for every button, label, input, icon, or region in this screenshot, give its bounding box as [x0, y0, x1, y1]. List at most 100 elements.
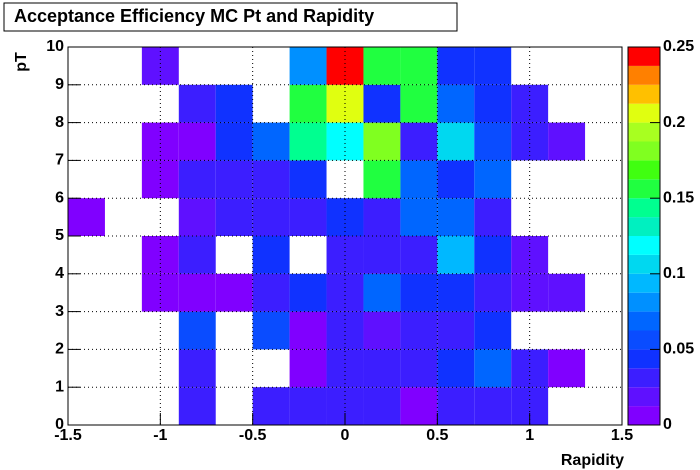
colorbar-band: [628, 47, 660, 66]
x-tick-label: 1.5: [611, 427, 633, 444]
heat-cell: [289, 198, 327, 236]
heat-cell: [252, 198, 290, 236]
colorbar-tick-label: 0.1: [663, 265, 685, 282]
heat-cell: [437, 236, 475, 274]
heat-cell: [289, 273, 327, 312]
y-tick-label: 2: [55, 341, 64, 358]
heat-cell: [437, 311, 475, 350]
heat-cell: [474, 349, 512, 388]
heat-cell: [437, 47, 475, 85]
heat-cell: [363, 198, 401, 236]
heat-cell: [437, 198, 475, 236]
heat-cell: [474, 273, 512, 312]
colorbar-band: [628, 65, 660, 85]
heat-cell: [252, 122, 290, 161]
colorbar-band: [628, 179, 660, 199]
heat-cell: [437, 122, 475, 161]
colorbar-tick-label: 0.2: [663, 114, 685, 131]
heat-cell: [326, 122, 364, 161]
title-box: [3, 2, 458, 32]
x-tick-label: -1: [153, 427, 167, 444]
heat-cell: [178, 84, 216, 123]
heat-cell: [400, 84, 438, 123]
heat-cell: [474, 311, 512, 350]
heat-cell: [437, 273, 475, 312]
y-tick-label: 6: [55, 189, 64, 206]
heat-cell: [141, 236, 179, 274]
heat-cell: [289, 47, 327, 85]
colorbar-band: [628, 330, 660, 350]
heat-cell: [474, 387, 512, 425]
heat-cell: [178, 160, 216, 199]
heat-cell: [400, 122, 438, 161]
colorbar-band: [628, 217, 660, 236]
x-tick-label: -1.5: [54, 427, 82, 444]
heat-cell: [363, 349, 401, 388]
heat-cell: [363, 84, 401, 123]
colorbar-frame: [627, 46, 661, 426]
heat-cell: [215, 84, 253, 123]
heat-cell: [141, 273, 179, 312]
heat-cell: [400, 198, 438, 236]
heat-cell: [548, 349, 586, 388]
y-axis-label: pT: [13, 52, 30, 72]
heat-cell: [215, 160, 253, 199]
heat-cell: [326, 198, 364, 236]
heat-cell: [400, 47, 438, 85]
heat-cell: [289, 311, 327, 350]
y-tick-label: 5: [55, 227, 64, 244]
heat-cell: [178, 273, 216, 312]
heat-cell: [474, 122, 512, 161]
heat-cell: [289, 84, 327, 123]
heat-cell: [400, 236, 438, 274]
heat-cell: [400, 349, 438, 388]
heat-cell: [363, 311, 401, 350]
y-tick-label: 10: [46, 38, 64, 55]
heat-cell: [289, 349, 327, 388]
colorbar-tick-label: 0.15: [663, 189, 694, 206]
heat-cell: [363, 47, 401, 85]
heat-cell: [326, 236, 364, 274]
y-tick-label: 8: [55, 114, 64, 131]
y-tick-label: 4: [55, 265, 64, 282]
heat-cell: [326, 273, 364, 312]
heat-cell: [474, 84, 512, 123]
heat-cell: [141, 47, 179, 85]
colorbar-band: [628, 406, 660, 425]
heat-cell: [363, 122, 401, 161]
heat-cell: [548, 122, 586, 161]
heat-cell: [400, 273, 438, 312]
heat-cell: [437, 349, 475, 388]
colorbar-band: [628, 311, 660, 331]
colorbar-band: [628, 84, 660, 104]
heat-cell: [178, 349, 216, 388]
x-tick-label: -0.5: [239, 427, 267, 444]
colorbar-tick-label: 0.25: [663, 38, 694, 55]
y-tick-label: 1: [55, 378, 64, 395]
heat-cell: [289, 160, 327, 199]
colorbar-band: [628, 236, 660, 255]
heat-cell: [400, 311, 438, 350]
heat-cell: [437, 84, 475, 123]
heat-cell: [511, 273, 549, 312]
x-tick-label: 0: [341, 427, 350, 444]
colorbar-band: [628, 292, 660, 312]
heat-cell: [363, 160, 401, 199]
heat-cell: [252, 160, 290, 199]
heat-cell: [474, 47, 512, 85]
heat-cell: [548, 273, 586, 312]
heat-cell: [215, 273, 253, 312]
y-tick-label: 7: [55, 152, 64, 169]
heat-cell: [178, 122, 216, 161]
heat-cell: [252, 311, 290, 350]
colorbar-band: [628, 141, 660, 161]
heat-cell: [437, 160, 475, 199]
heat-cell: [400, 160, 438, 199]
colorbar-band: [628, 160, 660, 180]
heat-cell: [289, 387, 327, 425]
heat-cell: [474, 236, 512, 274]
colorbar-band: [628, 387, 660, 407]
colorbar-band: [628, 122, 660, 142]
heat-cell: [400, 387, 438, 425]
